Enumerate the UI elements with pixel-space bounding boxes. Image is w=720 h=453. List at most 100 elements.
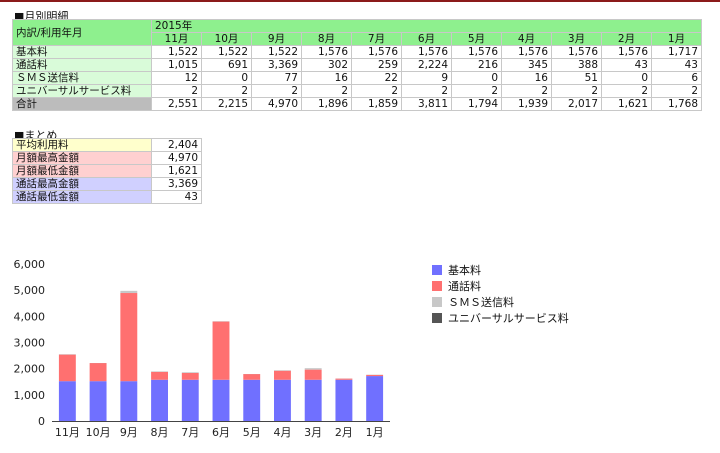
- bar-segment: [243, 379, 261, 421]
- legend-label: 基本料: [448, 264, 481, 277]
- table-cell: 1,576: [451, 45, 502, 59]
- bar-segment: [304, 369, 322, 380]
- summary-row: 平均利用料 2,404: [12, 138, 202, 152]
- total-cell: 4,970: [251, 97, 302, 111]
- monthly-detail-table: 内訳/利用年月 2015年 11月 10月 9月 8月 7月 6月 5月 4月 3月 2月 1月 基…: [12, 19, 702, 111]
- bar-segment: [366, 376, 384, 421]
- y-tick-label: 3,000: [14, 337, 46, 350]
- top-accent-bar: [0, 0, 720, 2]
- bar-segment: [181, 372, 199, 380]
- total-label: 合計: [12, 97, 152, 111]
- legend-swatch: [432, 297, 442, 307]
- row-label: 基本料: [12, 45, 152, 59]
- table-cell: 16: [501, 71, 552, 85]
- legend-swatch: [432, 281, 442, 291]
- x-tick-label: 1月: [366, 426, 384, 439]
- y-tick-label: 2,000: [14, 363, 46, 376]
- table-row: ユニバーサルサービス料 2 2 2 2 2 2 2 2 2 2 2: [12, 84, 702, 98]
- bar-segment: [181, 379, 199, 421]
- legend-label: ユニバーサルサービス料: [448, 312, 569, 325]
- summary-label: 通話最低金額: [12, 190, 152, 204]
- bar-segment: [212, 321, 230, 380]
- total-cell: 1,768: [651, 97, 702, 111]
- bar-segment: [274, 379, 291, 421]
- table-cell: 1,522: [151, 45, 202, 59]
- chart-legend: 基本料通話料 ＳＭＳ送信料ユニバーサルサービス料: [432, 262, 569, 326]
- summary-label: 平均利用料: [12, 138, 152, 152]
- bar-segment: [243, 374, 261, 380]
- total-cell: 1,621: [601, 97, 652, 111]
- summary-label: 月額最低金額: [12, 164, 152, 178]
- bar-segment: [212, 379, 230, 421]
- table-cell: 43: [601, 58, 652, 72]
- summary-label: 通話最高金額: [12, 177, 152, 191]
- total-cell: 3,811: [401, 97, 452, 111]
- bar-segment: [274, 370, 291, 380]
- legend-label: ＳＭＳ送信料: [448, 296, 514, 309]
- total-cell: 1,794: [451, 97, 502, 111]
- legend-item: 基本料: [432, 262, 569, 278]
- total-cell: 2,017: [551, 97, 602, 111]
- summary-row: 通話最高金額 3,369: [12, 177, 202, 191]
- corner-header-cell: 内訳/利用年月: [12, 19, 152, 46]
- summary-value: 1,621: [151, 164, 202, 178]
- month-header-cell: 6月: [401, 32, 452, 46]
- month-header-cell: 5月: [451, 32, 502, 46]
- x-tick-label: 6月: [212, 426, 230, 439]
- y-tick-label: 1,000: [14, 389, 46, 402]
- table-cell: 77: [251, 71, 302, 85]
- table-cell: 302: [301, 58, 352, 72]
- summary-row: 通話最低金額 43: [12, 190, 202, 204]
- total-cell: 1,859: [351, 97, 402, 111]
- summary-value: 3,369: [151, 177, 202, 191]
- y-tick-label: 5,000: [14, 284, 46, 297]
- legend-swatch: [432, 265, 442, 275]
- bar-segment: [366, 374, 384, 377]
- x-tick-label: 8月: [151, 426, 169, 439]
- x-tick-label: 9月: [120, 426, 138, 439]
- total-cell: 1,896: [301, 97, 352, 111]
- summary-value: 4,970: [151, 151, 202, 165]
- bar-segment: [335, 379, 353, 421]
- bar-segment: [335, 378, 353, 380]
- bar-segment: [304, 379, 322, 421]
- x-tick-label: 11月: [55, 426, 80, 439]
- legend-item: 通話料: [432, 278, 569, 294]
- bar-segment: [304, 368, 322, 370]
- bar-segment: [120, 293, 138, 382]
- y-tick-label: 0: [38, 415, 45, 428]
- x-tick-label: 10月: [86, 426, 111, 439]
- x-tick-label: 3月: [304, 426, 322, 439]
- legend-item: ユニバーサルサービス料: [432, 310, 569, 326]
- y-tick-label: 6,000: [14, 258, 46, 271]
- summary-table: 平均利用料 2,404 月額最高金額 4,970 月額最低金額 1,621 通話最高金額 3,…: [12, 138, 202, 204]
- bar-segment: [120, 381, 138, 421]
- x-tick-label: 2月: [335, 426, 353, 439]
- table-row: 基本料 1,522 1,522 1,522 1,576 1,576 1,576 1,576 1,…: [12, 45, 702, 59]
- month-header-cell: 11月: [151, 32, 202, 46]
- bar-segment: [120, 291, 138, 294]
- total-cell: 2,551: [151, 97, 202, 111]
- table-cell: 1,522: [201, 45, 252, 59]
- table-cell: 22: [351, 71, 402, 85]
- x-tick-label: 5月: [243, 426, 261, 439]
- summary-row: 月額最低金額 1,621: [12, 164, 202, 178]
- total-row: 合計 2,551 2,215 4,970 1,896 1,859 3,811 1,794 1,9…: [12, 97, 702, 111]
- bar-segment: [58, 354, 76, 382]
- bar-segment: [89, 363, 107, 382]
- legend-item: ＳＭＳ送信料: [432, 294, 569, 310]
- bar-segment: [89, 381, 107, 421]
- summary-row: 月額最高金額 4,970: [12, 151, 202, 165]
- total-cell: 2,215: [201, 97, 252, 111]
- bar-segment: [151, 379, 168, 421]
- table-cell: 1,576: [351, 45, 402, 59]
- legend-swatch: [432, 313, 442, 323]
- summary-value: 43: [151, 190, 202, 204]
- table-cell: 1,576: [601, 45, 652, 59]
- y-tick-label: 4,000: [14, 310, 46, 323]
- bar-segment: [58, 381, 76, 421]
- x-tick-label: 7月: [181, 426, 199, 439]
- bar-segment: [151, 371, 168, 380]
- legend-label: 通話料: [448, 280, 481, 293]
